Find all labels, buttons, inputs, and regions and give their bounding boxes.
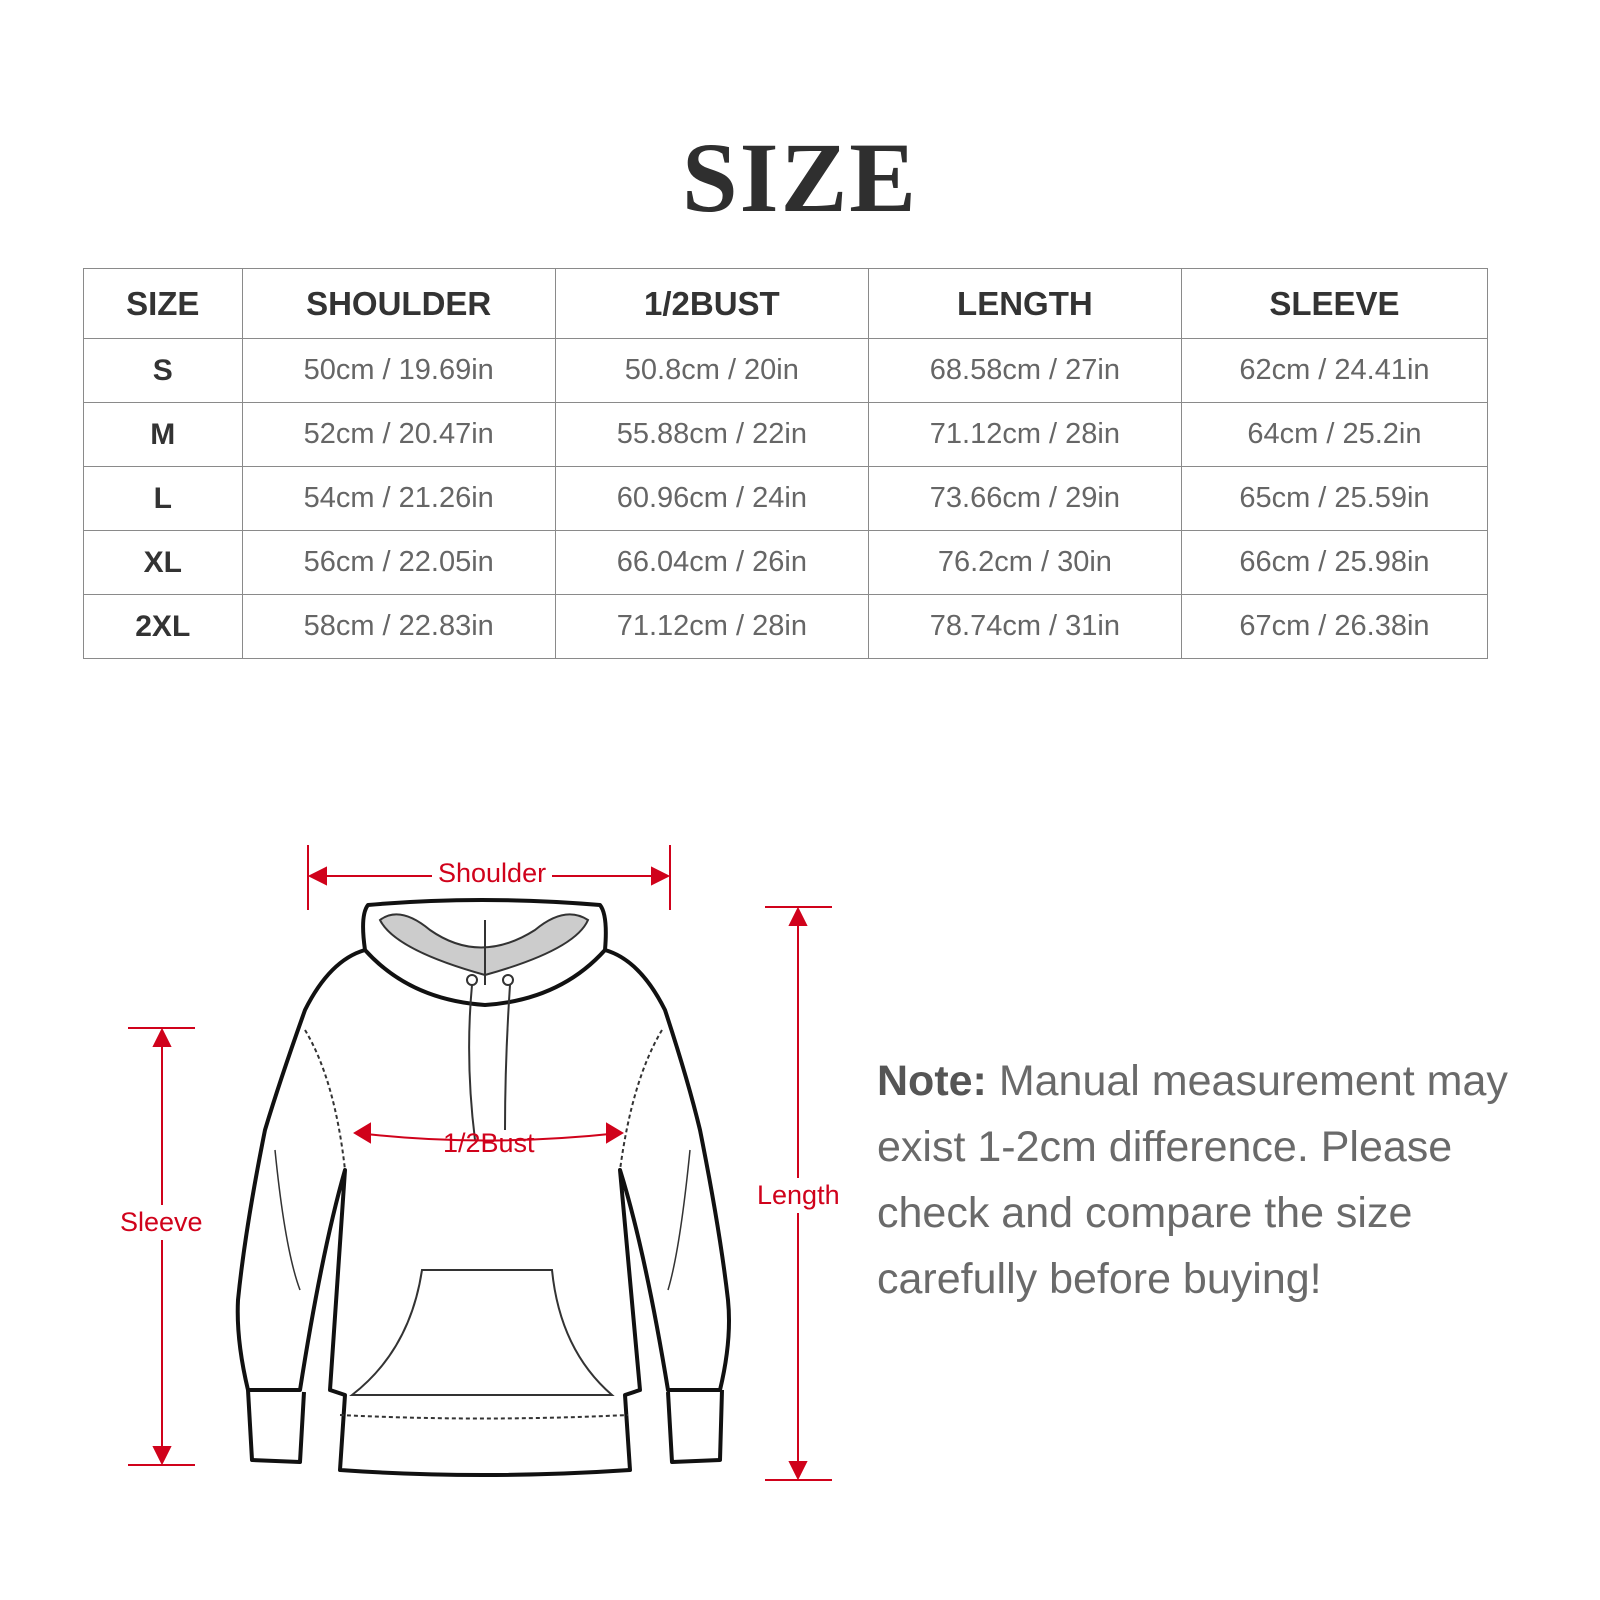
measurement-cell: 58cm / 22.83in: [241, 594, 556, 659]
measurement-cell: 76.2cm / 30in: [867, 530, 1182, 595]
measurement-cell: 67cm / 26.38in: [1180, 594, 1489, 659]
measurement-cell: 62cm / 24.41in: [1180, 338, 1489, 403]
hoodie-diagram: [128, 845, 832, 1481]
note-label: Note:: [877, 1057, 987, 1105]
table-header-row: SIZE SHOULDER 1/2BUST LENGTH SLEEVE: [83, 268, 1489, 339]
length-label: Length: [757, 1178, 840, 1213]
size-cell: XL: [83, 530, 243, 595]
sleeve-label: Sleeve: [120, 1205, 203, 1240]
size-cell: S: [83, 338, 243, 403]
measurement-cell: 68.58cm / 27in: [867, 338, 1182, 403]
column-header: SIZE: [83, 268, 243, 339]
measurement-cell: 71.12cm / 28in: [867, 402, 1182, 467]
column-header: 1/2BUST: [554, 268, 869, 339]
measurement-cell: 73.66cm / 29in: [867, 466, 1182, 531]
table-row: 2XL 58cm / 22.83in 71.12cm / 28in 78.74cm /…: [83, 594, 1489, 659]
measurement-cell: 71.12cm / 28in: [554, 594, 869, 659]
page-title: SIZE: [682, 122, 918, 233]
size-table: SIZE SHOULDER 1/2BUST LENGTH SLEEVE S 50c…: [83, 268, 1489, 659]
measurement-cell: 65cm / 25.59in: [1180, 466, 1489, 531]
hoodie-outline: [235, 898, 731, 1477]
hoodie-details: [274, 920, 691, 1420]
note-text: Note: Manual measurement may exist 1-2cm…: [877, 1048, 1517, 1312]
measurement-cell: 50.8cm / 20in: [554, 338, 869, 403]
hood-lining: [378, 913, 590, 977]
measurement-cell: 78.74cm / 31in: [867, 594, 1182, 659]
table-row: M 52cm / 20.47in 55.88cm / 22in 71.12cm / 2…: [83, 402, 1489, 467]
column-header: SLEEVE: [1180, 268, 1489, 339]
table-row: XL 56cm / 22.05in 66.04cm / 26in 76.2cm / 3…: [83, 530, 1489, 595]
measurement-cell: 66cm / 25.98in: [1180, 530, 1489, 595]
measurement-lines: [128, 845, 832, 1481]
size-cell: 2XL: [83, 594, 243, 659]
size-cell: M: [83, 402, 243, 467]
measurement-cell: 54cm / 21.26in: [241, 466, 556, 531]
bust-label: 1/2Bust: [443, 1128, 535, 1158]
column-header: LENGTH: [867, 268, 1182, 339]
measurement-cell: 52cm / 20.47in: [241, 402, 556, 467]
measurement-cell: 64cm / 25.2in: [1180, 402, 1489, 467]
measurement-cell: 66.04cm / 26in: [554, 530, 869, 595]
note-body: Manual measurement may exist 1-2cm diffe…: [877, 1057, 1508, 1303]
measurement-cell: 50cm / 19.69in: [241, 338, 556, 403]
measurement-cell: 60.96cm / 24in: [554, 466, 869, 531]
measurement-cell: 55.88cm / 22in: [554, 402, 869, 467]
table-row: S 50cm / 19.69in 50.8cm / 20in 68.58cm / 27…: [83, 338, 1489, 403]
measurement-cell: 56cm / 22.05in: [241, 530, 556, 595]
table-row: L 54cm / 21.26in 60.96cm / 24in 73.66cm / 2…: [83, 466, 1489, 531]
shoulder-label: Shoulder: [432, 858, 553, 889]
size-cell: L: [83, 466, 243, 531]
column-header: SHOULDER: [241, 268, 556, 339]
